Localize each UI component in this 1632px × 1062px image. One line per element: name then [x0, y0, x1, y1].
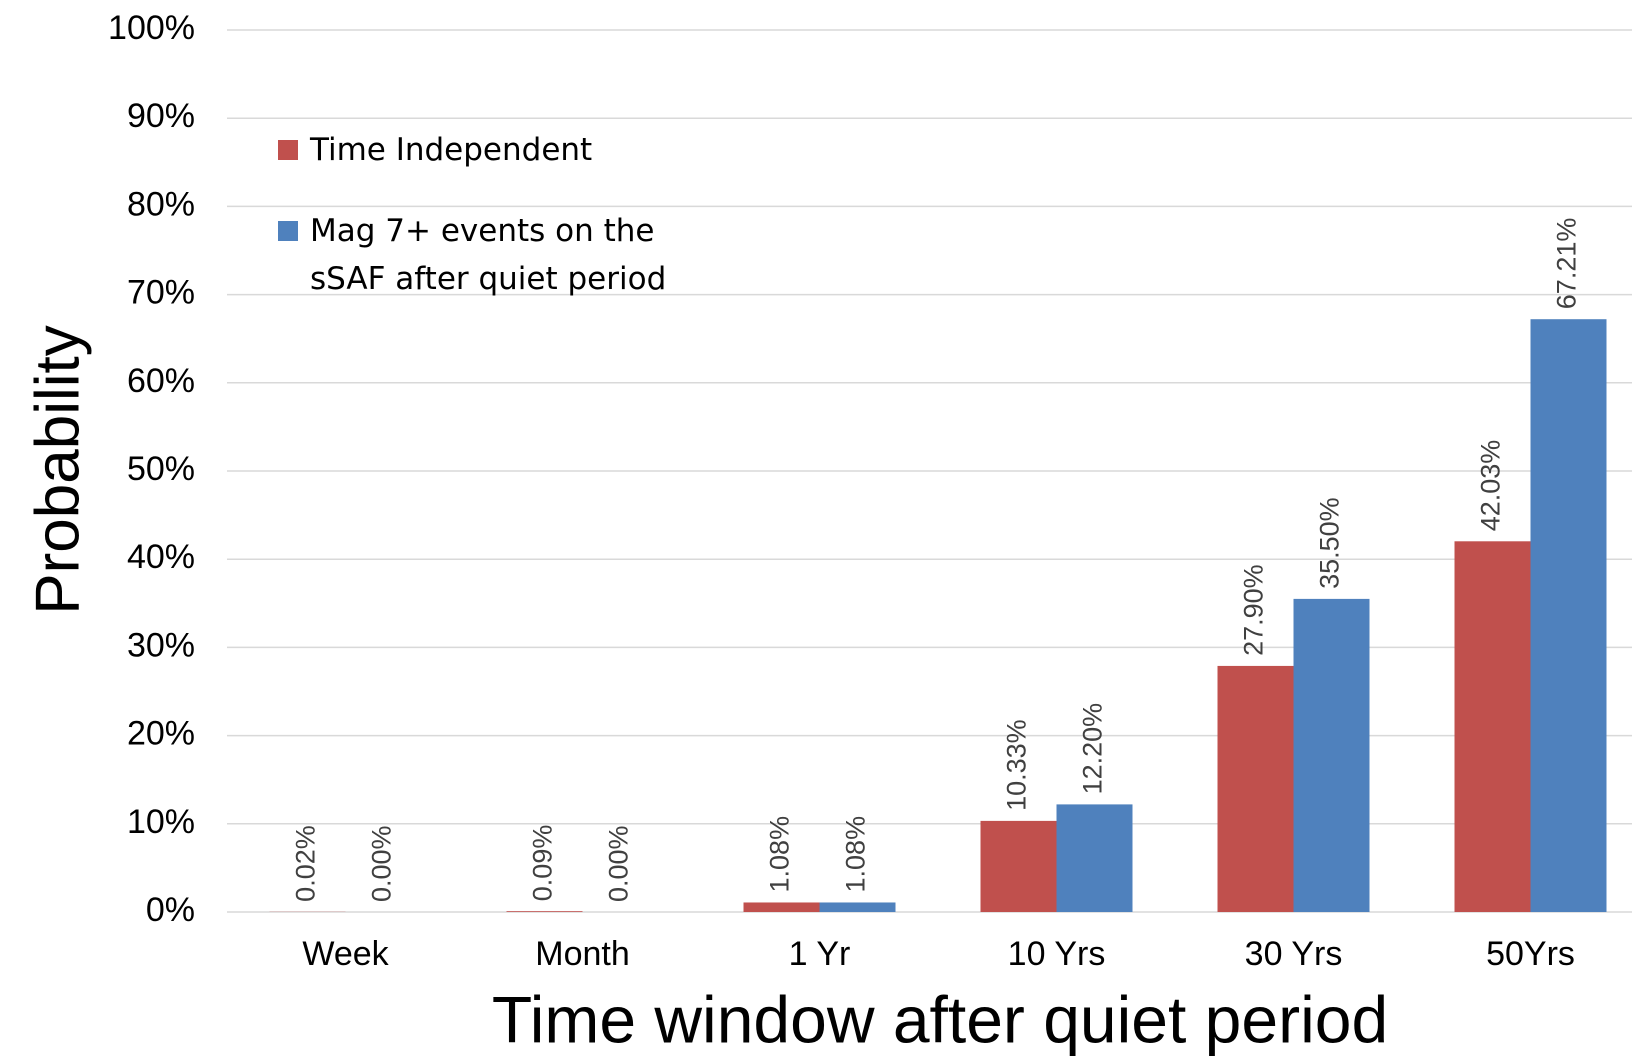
y-tick-label: 50%: [127, 450, 195, 488]
data-label: 67.21%: [1552, 218, 1582, 310]
x-tick-label: 50Yrs: [1486, 935, 1575, 973]
y-tick-label: 20%: [127, 715, 195, 753]
bar: [1293, 598, 1370, 912]
bar: [819, 902, 896, 912]
y-tick-label: 90%: [127, 97, 195, 135]
x-axis-title: Time window after quiet period: [492, 982, 1388, 1056]
y-axis-title: Probability: [23, 325, 92, 614]
data-label: 0.00%: [367, 825, 397, 902]
x-tick-label: 10 Yrs: [1008, 935, 1106, 973]
data-label: 1.08%: [841, 816, 871, 893]
legend-swatch: [278, 221, 298, 241]
y-tick-label: 10%: [127, 803, 195, 841]
legend-item: Mag 7+ events on the sSAF after quiet pe…: [278, 207, 778, 303]
data-label: 12.20%: [1078, 703, 1108, 795]
data-label: 27.90%: [1239, 564, 1269, 656]
data-label: 0.09%: [528, 825, 558, 902]
legend-swatch: [278, 140, 298, 160]
data-label: 10.33%: [1002, 719, 1032, 811]
bar: [743, 902, 820, 912]
bar: [1530, 319, 1607, 913]
x-tick-label: 1 Yr: [789, 935, 851, 973]
legend-label: Time Independent: [310, 132, 593, 168]
y-tick-label: 30%: [127, 626, 195, 664]
y-tick-label: 60%: [127, 362, 195, 400]
y-tick-label: 80%: [127, 185, 195, 223]
y-tick-label: 40%: [127, 538, 195, 576]
legend: Time Independent Mag 7+ events on the sSA…: [278, 126, 778, 336]
bar: [1056, 804, 1133, 912]
y-tick-label: 70%: [127, 274, 195, 312]
bar: [1217, 665, 1294, 912]
x-tick-label: Month: [535, 935, 630, 973]
x-tick-label: Week: [302, 935, 389, 973]
data-label: 42.03%: [1476, 440, 1506, 532]
data-label: 35.50%: [1315, 497, 1345, 589]
data-label: 0.02%: [291, 825, 321, 902]
x-tick-label: 30 Yrs: [1245, 935, 1343, 973]
data-label: 0.00%: [604, 825, 634, 902]
y-tick-label: 0%: [146, 891, 195, 929]
data-label: 1.08%: [765, 816, 795, 893]
y-tick-label: 100%: [108, 9, 195, 47]
legend-item: Time Independent: [278, 126, 778, 174]
bar: [980, 820, 1057, 912]
bar: [1454, 541, 1531, 912]
bar: [506, 911, 583, 912]
legend-label: Mag 7+ events on the sSAF after quiet pe…: [310, 213, 667, 297]
